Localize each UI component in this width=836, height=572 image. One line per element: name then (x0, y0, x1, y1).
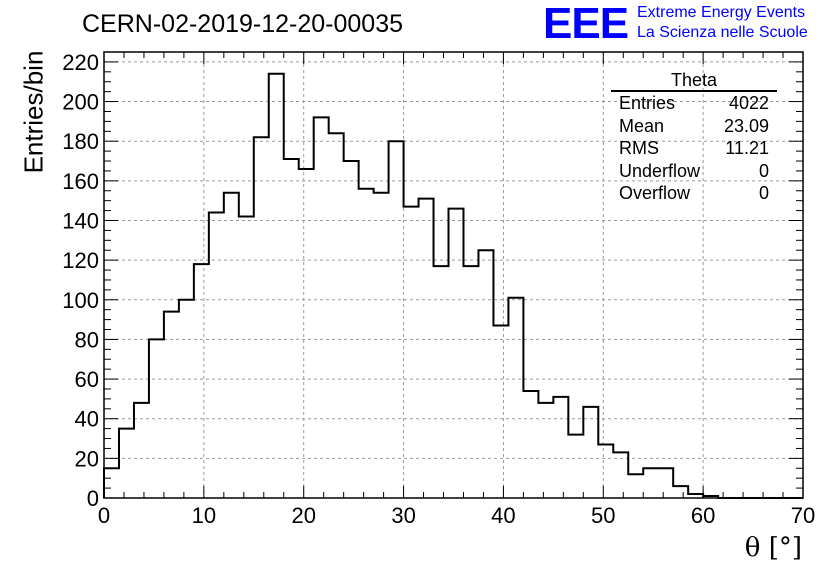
stats-row-overflow: Overflow 0 (611, 182, 777, 205)
histogram-bin (104, 468, 119, 498)
x-tick-label: 60 (691, 503, 715, 528)
histogram-bin (134, 403, 149, 498)
y-tick-label: 20 (75, 446, 99, 471)
stats-label: Underflow (619, 160, 701, 181)
stats-value: 0 (758, 160, 769, 181)
histogram-bin (493, 326, 508, 498)
histogram-bin (149, 339, 164, 498)
histogram-bin (359, 189, 374, 498)
y-tick-label: 40 (75, 407, 99, 432)
stats-label: Entries (619, 93, 676, 113)
histogram-outline (103, 72, 803, 499)
y-tick-label: 120 (62, 248, 99, 273)
eee-logo: EEE (543, 0, 629, 48)
histogram-bin (538, 403, 553, 498)
histogram-bin (194, 264, 209, 498)
histogram-bin (209, 213, 224, 498)
y-tick-label: 100 (62, 288, 99, 313)
histogram-bin (344, 161, 359, 498)
y-tick-label: 60 (75, 367, 99, 392)
x-axis-label: θ [°] (744, 533, 802, 563)
y-tick-label: 160 (62, 169, 99, 194)
stats-label: Mean (619, 115, 665, 136)
histogram-bin (463, 266, 478, 498)
x-tick-label: 50 (591, 503, 615, 528)
y-tick-label: 0 (87, 486, 99, 511)
histogram-bin (389, 141, 404, 498)
logo-line-2: La Scienza nelle Scuole (637, 24, 808, 41)
stats-row-rms: RMS 11.21 (611, 137, 777, 160)
histogram-bin (314, 117, 329, 498)
histogram-bin (239, 217, 254, 498)
histogram-bin (269, 74, 284, 498)
x-tick-label: 40 (491, 503, 515, 528)
histogram-bin (553, 397, 568, 498)
histogram-bin (224, 193, 239, 498)
histogram-bin (179, 300, 194, 498)
histogram-bin (583, 407, 598, 498)
stats-row-mean: Mean 23.09 (611, 115, 777, 138)
histogram-bin (628, 474, 643, 498)
histogram-bin (508, 298, 523, 498)
y-tick-label: 80 (75, 327, 99, 352)
y-tick-label: 140 (62, 208, 99, 233)
run-title: CERN-02-2019-12-20-00035 (82, 10, 404, 38)
y-tick-label: 180 (62, 129, 99, 154)
axes (103, 51, 804, 499)
plot-frame (103, 51, 804, 499)
histogram-bin (374, 193, 389, 498)
y-tick-label: 200 (62, 90, 99, 115)
stats-value: 23.09 (723, 115, 769, 136)
logo-line-1: Extreme Energy Events (637, 4, 806, 21)
histogram-bin (299, 169, 314, 498)
tick-labels: 0 10 20 30 40 50 60 70 0 20 40 60 80 100 120 140 160 180 2… (62, 50, 815, 528)
histogram-bin (613, 452, 628, 498)
histogram-bin (329, 133, 344, 498)
histogram-bin (658, 468, 673, 498)
histogram-bin (284, 159, 299, 498)
y-tick-label: 220 (62, 50, 99, 75)
histogram-bin (404, 207, 419, 498)
histogram-bars (103, 72, 803, 499)
stats-row-entries: Entries 4022 (611, 92, 777, 115)
stats-value: 0 (758, 183, 769, 203)
histogram-bin (523, 391, 538, 498)
stats-row-underflow: Underflow 0 (611, 160, 777, 183)
stats-label: RMS (619, 138, 659, 158)
grid-lines (104, 52, 803, 498)
histogram-bin (478, 250, 493, 498)
stats-label: Overflow (619, 183, 691, 203)
histogram-bin (434, 266, 449, 498)
x-tick-label: 20 (291, 503, 315, 528)
histogram-bin (254, 137, 269, 498)
stats-value: 4022 (728, 93, 769, 113)
histogram-bin (568, 435, 583, 498)
histogram-bin (119, 429, 134, 498)
histogram-bin (643, 468, 658, 498)
histogram-bin (673, 486, 688, 498)
histogram-bin (419, 199, 434, 498)
stats-value: 11.21 (725, 138, 769, 158)
histogram-bin (449, 209, 464, 498)
y-axis-label: Entries/bin (18, 50, 49, 174)
x-tick-label: 10 (192, 503, 216, 528)
x-tick-label: 70 (791, 503, 815, 528)
histogram-bin (598, 444, 613, 498)
stats-box: Theta Entries 4022 Mean 23.09 RMS 11.21 … (611, 70, 777, 205)
x-tick-label: 30 (391, 503, 415, 528)
x-tick-label: 0 (98, 503, 110, 528)
stats-title: Theta (611, 70, 777, 92)
